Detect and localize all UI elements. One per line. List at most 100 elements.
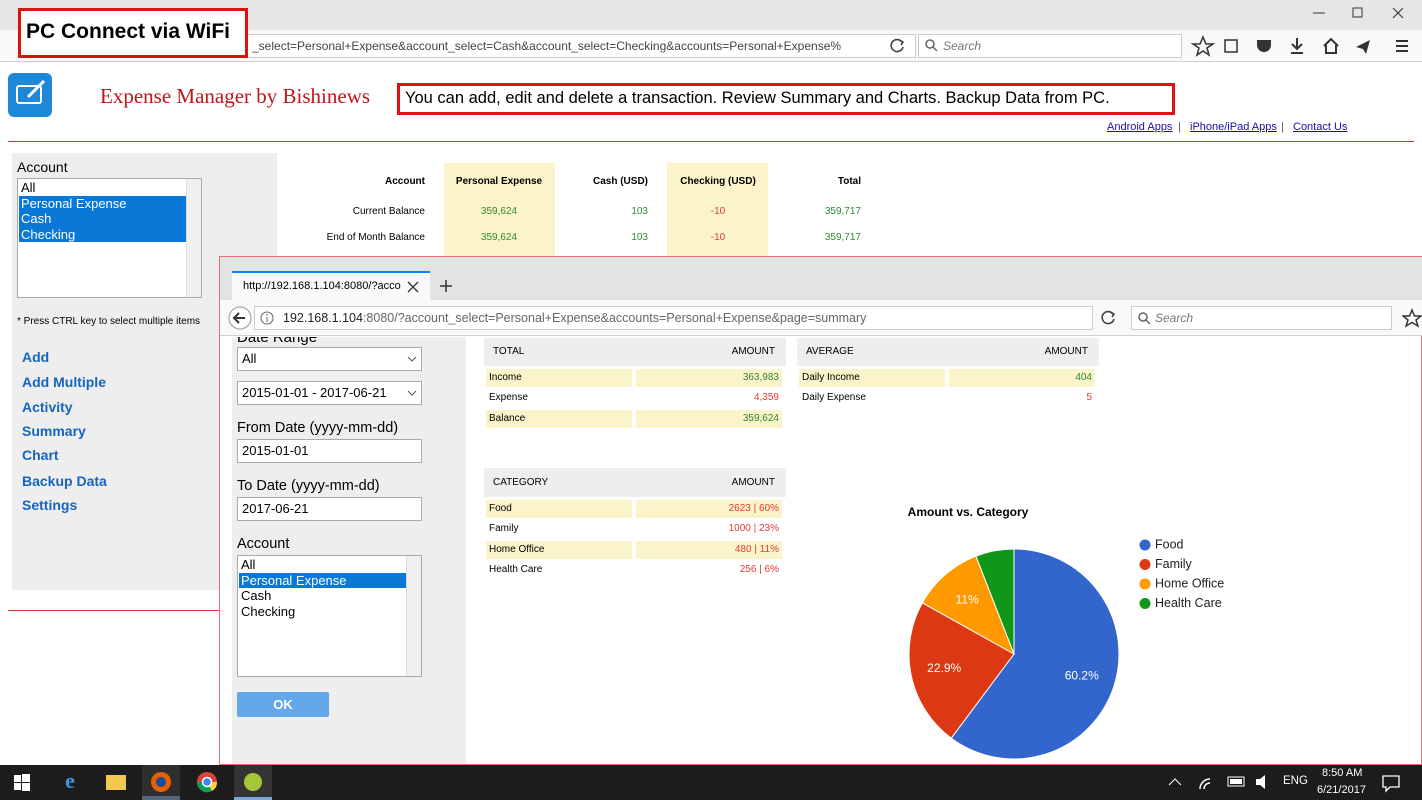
listbox-option[interactable]: All bbox=[21, 180, 36, 195]
from-date-label: From Date (yyyy-mm-dd) bbox=[237, 420, 399, 436]
battery-icon[interactable] bbox=[1227, 776, 1245, 787]
filter-account-label: Account bbox=[237, 536, 290, 552]
clock-time[interactable]: 8:50 AM bbox=[1322, 767, 1363, 779]
library-icon[interactable] bbox=[1224, 39, 1238, 53]
edge-icon[interactable]: e bbox=[65, 768, 75, 793]
cell-highlight bbox=[636, 500, 782, 518]
account-listbox[interactable]: All Personal Expense Cash Checking bbox=[17, 178, 202, 298]
tray-expand[interactable] bbox=[1168, 778, 1182, 786]
android-link[interactable]: Android Apps bbox=[1107, 121, 1173, 133]
clock-date[interactable]: 6/21/2017 bbox=[1317, 784, 1366, 796]
scrollbar[interactable] bbox=[406, 556, 421, 676]
table-header-bg bbox=[797, 338, 1099, 366]
header-rule bbox=[8, 141, 1414, 142]
info-icon[interactable] bbox=[259, 310, 275, 326]
home-icon[interactable] bbox=[1323, 37, 1339, 54]
menu-link[interactable]: Add Multiple bbox=[22, 374, 106, 390]
cell-highlight bbox=[799, 369, 945, 387]
wifi-icon[interactable] bbox=[1199, 778, 1211, 790]
pie-slice bbox=[950, 548, 1120, 760]
inner-tab[interactable] bbox=[232, 271, 430, 300]
download-icon[interactable] bbox=[1291, 38, 1303, 54]
menu-link[interactable]: Activity bbox=[22, 399, 73, 415]
slice-label: 60.2% bbox=[1065, 669, 1099, 683]
menu-link[interactable]: Backup Data bbox=[22, 473, 107, 489]
listbox-option[interactable]: Checking bbox=[19, 226, 186, 242]
link-separator: | bbox=[1178, 121, 1181, 133]
listbox-option[interactable]: Personal Expense bbox=[239, 572, 406, 588]
column-header: Account bbox=[385, 176, 425, 187]
inner-tab-title: http://192.168.1.104:8080/?accou bbox=[243, 280, 401, 292]
to-date-input[interactable]: 2017-06-21 bbox=[237, 497, 422, 521]
tray-icons bbox=[1168, 775, 1265, 790]
search-box[interactable] bbox=[918, 34, 1182, 58]
legend-swatch bbox=[1139, 578, 1151, 590]
column-header: Personal Expense bbox=[455, 176, 543, 187]
cell-highlight bbox=[486, 409, 632, 428]
inner-back-button[interactable] bbox=[228, 306, 252, 330]
from-date-value: 2015-01-01 bbox=[242, 443, 309, 458]
legend-label: Family bbox=[1155, 557, 1193, 571]
date-range-select[interactable]: All bbox=[237, 347, 422, 371]
row-amount: 2623 | 60% bbox=[728, 503, 779, 514]
menu-link[interactable]: Settings bbox=[22, 497, 78, 513]
reload-icon[interactable] bbox=[888, 36, 908, 56]
menu-link[interactable]: Add bbox=[22, 349, 50, 365]
from-date-input[interactable]: 2015-01-01 bbox=[237, 439, 422, 463]
row-amount: 404 bbox=[1075, 372, 1092, 383]
link-separator: | bbox=[1281, 121, 1284, 133]
listbox-option[interactable]: Checking bbox=[241, 603, 296, 619]
pocket-icon[interactable] bbox=[1257, 40, 1271, 52]
ok-button[interactable]: OK bbox=[237, 692, 329, 717]
search-placeholder: Search bbox=[943, 39, 982, 53]
menu-icon[interactable] bbox=[1396, 40, 1408, 52]
new-tab-icon[interactable] bbox=[438, 278, 454, 294]
explorer-icon[interactable] bbox=[106, 775, 126, 790]
listbox-option[interactable]: All bbox=[241, 557, 256, 572]
inner-reload-icon[interactable] bbox=[1099, 308, 1119, 328]
row-label: Current Balance bbox=[352, 206, 425, 217]
app-logo[interactable] bbox=[8, 73, 52, 117]
iphone-link[interactable]: iPhone/iPad Apps bbox=[1190, 121, 1277, 133]
android-icon[interactable] bbox=[244, 773, 262, 791]
bookmark-icon[interactable] bbox=[1190, 35, 1216, 57]
menu-link[interactable]: Summary bbox=[22, 423, 86, 439]
listbox-option[interactable]: Personal Expense bbox=[19, 195, 186, 211]
scrollbar[interactable] bbox=[186, 179, 201, 297]
balance-value: 103 bbox=[631, 206, 648, 217]
url-path: :8080/?account_select=Personal+Expense&a… bbox=[362, 311, 867, 325]
row-amount: 1000 | 23% bbox=[728, 523, 779, 535]
volume-icon[interactable] bbox=[1256, 775, 1265, 789]
listbox-option[interactable]: Cash bbox=[19, 211, 186, 227]
inner-bookmark-icon[interactable] bbox=[1402, 308, 1422, 328]
close-icon[interactable] bbox=[1392, 7, 1404, 19]
start-button[interactable] bbox=[14, 774, 30, 791]
send-icon[interactable] bbox=[1356, 40, 1370, 54]
cell-highlight bbox=[949, 369, 1095, 387]
row-label: Food bbox=[489, 503, 512, 514]
legend-swatch bbox=[1139, 559, 1151, 570]
feature-callout bbox=[397, 83, 1175, 115]
table-header: AMOUNT bbox=[731, 346, 775, 357]
notification-icon[interactable] bbox=[1380, 772, 1402, 794]
period-select[interactable]: 2015-01-01 - 2017-06-21 bbox=[237, 381, 422, 405]
slice-label: 22.9% bbox=[927, 661, 961, 675]
row-label: Balance bbox=[489, 412, 526, 424]
inner-url-bar[interactable] bbox=[254, 306, 1093, 330]
listbox-option[interactable]: Cash bbox=[241, 588, 272, 603]
row-label: Daily Income bbox=[802, 372, 860, 383]
filter-account-listbox[interactable]: All Personal Expense Cash Checking bbox=[237, 555, 422, 677]
inner-search-box[interactable] bbox=[1131, 306, 1392, 330]
url-bar[interactable] bbox=[236, 34, 916, 58]
restore-icon[interactable] bbox=[1352, 7, 1363, 18]
to-date-label: To Date (yyyy-mm-dd) bbox=[237, 478, 380, 494]
cell-highlight bbox=[636, 409, 782, 428]
language[interactable]: ENG bbox=[1283, 775, 1308, 787]
table-header: CATEGORY bbox=[493, 476, 549, 488]
tab-close-icon[interactable] bbox=[406, 280, 420, 294]
dropdown-arrow bbox=[407, 390, 417, 396]
balance-value: 359,624 bbox=[480, 232, 518, 243]
menu-link[interactable]: Chart bbox=[22, 447, 59, 463]
contact-link[interactable]: Contact Us bbox=[1293, 121, 1348, 133]
